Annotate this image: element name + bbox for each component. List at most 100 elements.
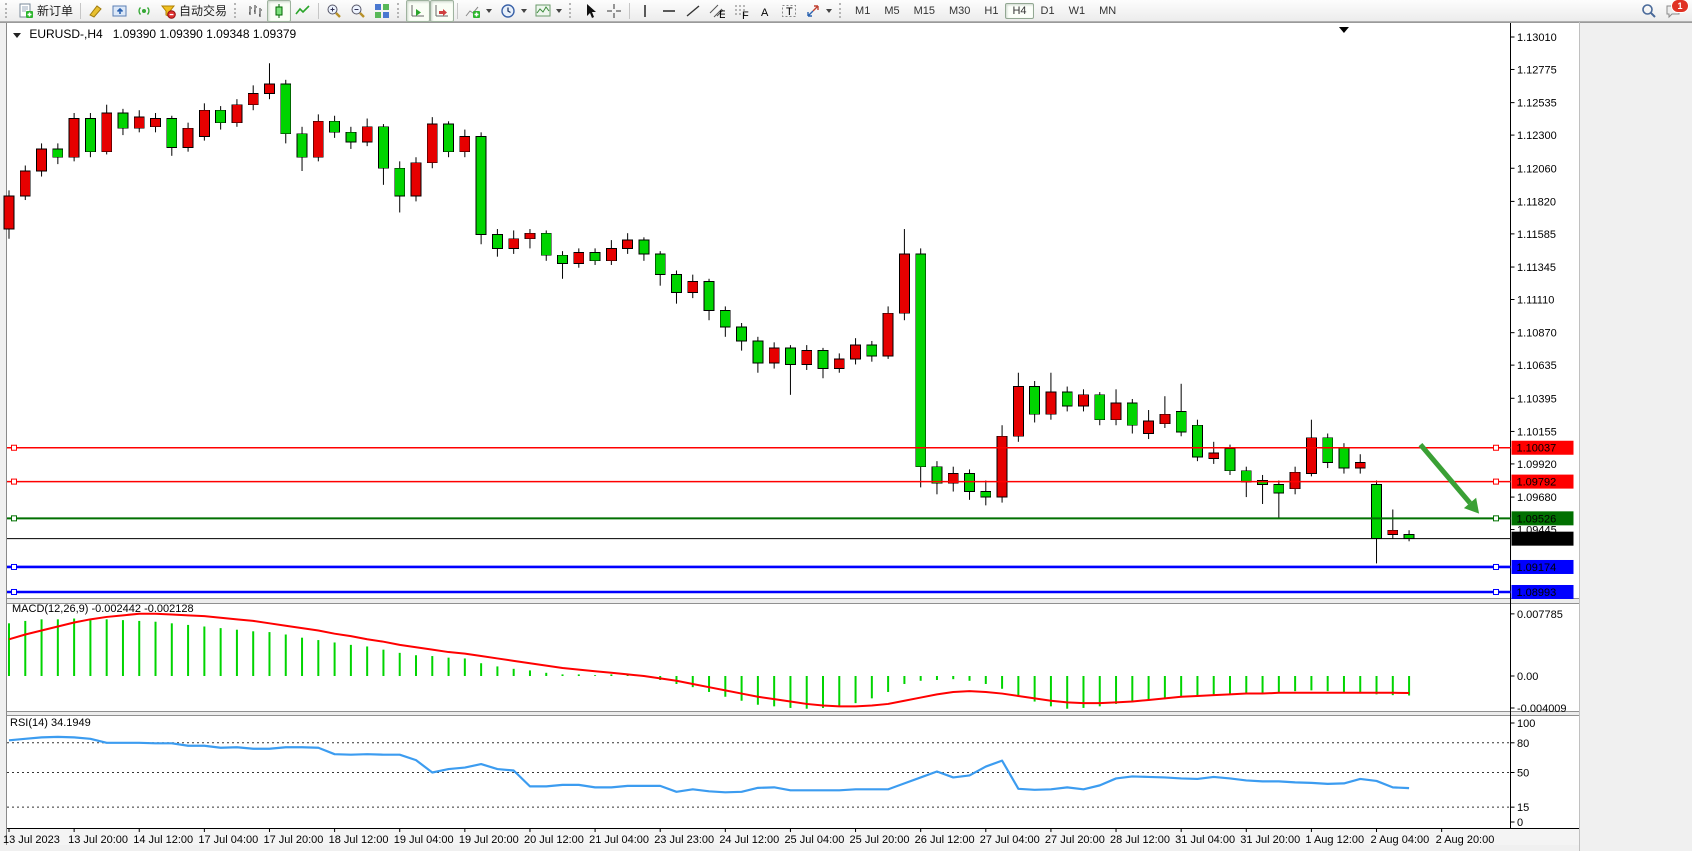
candle: [589, 252, 601, 262]
timeframe-h1[interactable]: H1: [984, 4, 999, 17]
time-tick-label: 19 Jul 04:00: [394, 834, 454, 846]
cursor-button[interactable]: [578, 0, 602, 22]
time-tick-label: 24 Jul 12:00: [719, 834, 779, 846]
separator: [629, 2, 631, 19]
candle: [247, 93, 259, 106]
candle: [1126, 402, 1138, 426]
price-tick-label: 1.10155: [1517, 426, 1557, 438]
fibonacci-icon: F: [735, 5, 749, 19]
line-handle[interactable]: [11, 515, 17, 522]
candle: [101, 112, 113, 153]
text-button[interactable]: A: [753, 0, 777, 22]
line-handle[interactable]: [11, 478, 17, 485]
candle: [85, 118, 96, 153]
template-icon: [535, 4, 551, 16]
line-handle[interactable]: [11, 444, 17, 451]
new-order-icon: [19, 3, 33, 18]
time-tick-label: 27 Jul 04:00: [980, 834, 1040, 846]
candle: [1387, 529, 1399, 535]
trend-arrow-head[interactable]: [1463, 497, 1480, 514]
periods-button[interactable]: [496, 0, 531, 22]
line-handle[interactable]: [1493, 444, 1499, 451]
timeframe-w1[interactable]: W1: [1068, 4, 1086, 17]
horizontal-line-button[interactable]: [657, 0, 681, 22]
chat-badge: 1: [1671, 0, 1689, 13]
line-chart-button[interactable]: [291, 0, 315, 22]
candle: [1159, 413, 1171, 425]
publish-button[interactable]: [108, 0, 132, 22]
line-handle[interactable]: [11, 563, 17, 570]
price-tick-label: 1.11820: [1517, 196, 1556, 208]
time-tick-label: 31 Jul 04:00: [1175, 834, 1235, 846]
line-handle[interactable]: [1493, 478, 1499, 485]
signal-button[interactable]: [132, 0, 156, 22]
candle: [508, 238, 520, 249]
separator: [457, 2, 459, 19]
candle: [996, 435, 1008, 498]
timeframe-m30[interactable]: M30: [949, 4, 971, 17]
equidistant-channel-button[interactable]: E: [705, 0, 729, 22]
chart-symbol-period: EURUSD-,H4: [29, 27, 103, 41]
timeframe-d1[interactable]: D1: [1040, 4, 1055, 17]
chart-shift-button[interactable]: [430, 0, 455, 22]
vertical-line-icon: [644, 4, 646, 17]
candle: [1143, 420, 1154, 434]
timeframe-m15[interactable]: M15: [913, 4, 935, 17]
time-tick-label: 13 Jul 2023: [3, 834, 60, 846]
timeframe-m1[interactable]: M1: [855, 4, 871, 17]
zoom-in-button[interactable]: [322, 0, 346, 22]
new-order-label: 新订单: [37, 4, 74, 18]
candle: [1175, 411, 1187, 433]
candle: [540, 232, 552, 256]
trendline-button[interactable]: [681, 0, 705, 22]
auto-scroll-button[interactable]: [406, 0, 431, 22]
candlestick-button[interactable]: [267, 0, 292, 22]
time-tick-label: 20 Jul 12:00: [524, 834, 584, 846]
price-line-label-box: [1511, 511, 1574, 526]
timeframe-m5[interactable]: M5: [884, 4, 900, 17]
candle: [557, 254, 568, 264]
crosshair-button[interactable]: [602, 0, 626, 22]
line-handle[interactable]: [11, 588, 17, 595]
chat-button[interactable]: 1: [1665, 0, 1689, 19]
line-handle[interactable]: [1493, 563, 1499, 570]
trend-arrow-line[interactable]: [1418, 442, 1472, 505]
line-handle[interactable]: [1493, 515, 1499, 522]
pane-divider[interactable]: [7, 711, 1579, 716]
vertical-line-button[interactable]: [633, 0, 657, 22]
timeframe-h4[interactable]: H4: [1005, 2, 1034, 19]
arrows-button[interactable]: [801, 0, 836, 22]
templates-button[interactable]: [531, 0, 566, 22]
text-label-button[interactable]: T: [777, 0, 801, 22]
zoom-out-button[interactable]: [346, 0, 370, 22]
rsi-indicator-label: RSI(14) 34.1949: [10, 717, 91, 729]
candle: [801, 350, 813, 365]
svg-text:T: T: [786, 6, 793, 18]
candle: [3, 195, 15, 230]
styler-button[interactable]: [84, 0, 108, 22]
rsi-tick-label: 100: [1517, 718, 1535, 730]
bar-chart-icon: [249, 4, 263, 17]
time-tick-label: 23 Jul 23:00: [654, 834, 714, 846]
candle: [491, 234, 503, 249]
auto-trading-button[interactable]: 自动交易: [156, 0, 231, 22]
line-handle[interactable]: [1493, 588, 1499, 595]
zoom-in-icon: [327, 4, 341, 18]
indicators-button[interactable]: [461, 0, 496, 22]
candle: [312, 120, 324, 158]
search-icon[interactable]: [1641, 3, 1657, 19]
candle: [899, 253, 910, 314]
new-order-button[interactable]: 新订单: [14, 0, 77, 22]
tile-windows-button[interactable]: [370, 0, 394, 22]
candle: [1306, 437, 1317, 474]
candle: [361, 126, 373, 143]
timeframe-mn[interactable]: MN: [1099, 4, 1117, 17]
fibonacci-button[interactable]: F: [729, 0, 753, 22]
auto-trading-label: 自动交易: [179, 4, 228, 18]
candle: [980, 491, 992, 498]
chart-shift-marker[interactable]: [1338, 27, 1349, 33]
bar-chart-button[interactable]: [243, 0, 267, 22]
pane-divider[interactable]: [7, 598, 1579, 604]
